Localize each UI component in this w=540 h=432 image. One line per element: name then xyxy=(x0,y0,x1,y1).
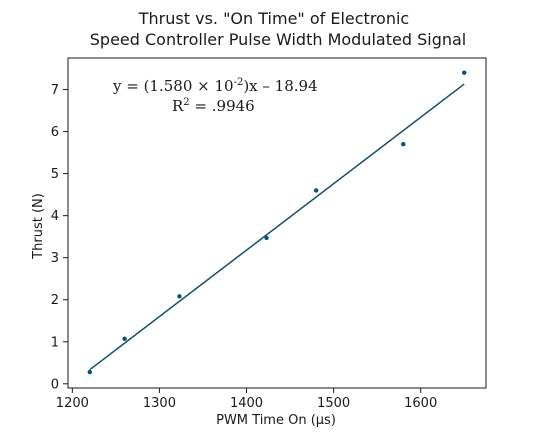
y-tick-label: 5 xyxy=(51,167,59,182)
chart-title-line-1: Thrust vs. "On Time" of Electronic xyxy=(138,9,409,28)
data-point xyxy=(177,294,182,299)
r-squared: R2 = .9946 xyxy=(172,97,255,115)
fit-equation-suffix: )x – 18.94 xyxy=(243,77,317,95)
fit-line xyxy=(89,83,465,371)
y-tick-label: 4 xyxy=(51,209,59,224)
x-tick-label: 1500 xyxy=(317,396,350,411)
r-squared-value: = .9946 xyxy=(190,97,255,115)
r-squared-exponent: 2 xyxy=(183,97,189,108)
x-axis-label: PWM Time On (μs) xyxy=(216,413,336,428)
data-point xyxy=(401,141,406,147)
plot-area: 1200 1300 1400 1500 1600 0 1 2 3 4 5 6 7 xyxy=(51,57,487,411)
y-tick-label: 2 xyxy=(51,293,59,308)
y-tick-label: 6 xyxy=(51,125,59,140)
fit-equation-prefix: y = (1.580 × 10 xyxy=(112,77,234,95)
y-tick-label: 7 xyxy=(51,83,59,98)
x-tick-label: 1600 xyxy=(404,396,437,411)
data-point xyxy=(122,336,127,342)
x-tick-label: 1200 xyxy=(56,396,89,411)
data-point xyxy=(264,235,269,241)
plot-frame xyxy=(67,57,487,389)
r-squared-label: R xyxy=(172,97,184,115)
y-tick-label: 3 xyxy=(51,251,59,266)
x-tick-label: 1400 xyxy=(230,396,263,411)
y-tick-label: 1 xyxy=(51,335,59,350)
data-point xyxy=(87,369,92,375)
data-point xyxy=(462,70,467,75)
x-tick-label: 1300 xyxy=(143,396,176,411)
y-axis-label: Thrust (N) xyxy=(31,193,46,260)
data-point xyxy=(313,188,319,193)
fit-equation-exponent: -2 xyxy=(234,77,244,88)
y-tick-label: 0 xyxy=(51,377,59,392)
chart-title-line-2: Speed Controller Pulse Width Modulated S… xyxy=(90,30,466,49)
fit-equation: y = (1.580 × 10-2)x – 18.94 xyxy=(112,77,318,95)
